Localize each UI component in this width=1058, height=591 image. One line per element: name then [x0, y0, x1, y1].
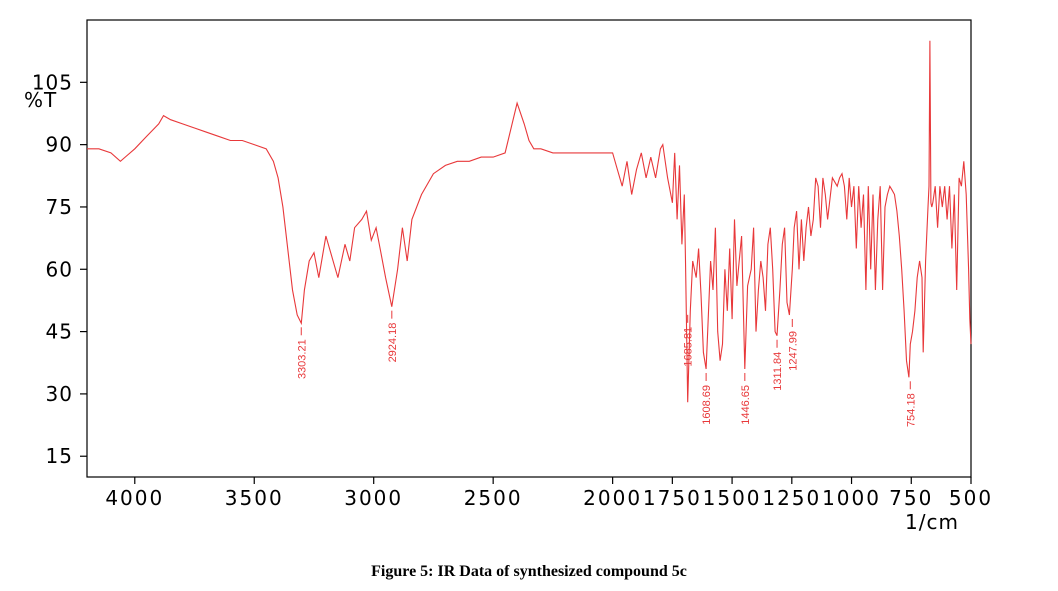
y-tick-label: 75 [46, 195, 73, 219]
peak-label: 1311.84 [772, 352, 784, 391]
x-tick-label: 3500 [225, 486, 284, 510]
peak-label: 1608.69 [701, 385, 713, 425]
x-tick-label: 1250 [762, 486, 821, 510]
x-axis-label: 1/cm [905, 510, 959, 534]
x-tick-label: 1000 [822, 486, 881, 510]
y-tick-label: 15 [46, 444, 73, 468]
peak-label: 1446.65 [740, 385, 752, 425]
y-tick-label: 105 [32, 70, 73, 94]
y-axis-label: %T [24, 88, 57, 112]
x-tick-label: 4000 [105, 486, 164, 510]
peak-label: 2924.18 [387, 323, 399, 363]
x-tick-label: 2500 [464, 486, 523, 510]
peak-labels: 3303.21 2924.18 1685.81 1608.69 1446.65 1311.… [296, 310, 917, 427]
peak-label: 1247.99 [787, 331, 799, 371]
y-axis: 15 30 45 60 75 90 105 [32, 70, 87, 468]
x-tick-label: 750 [889, 486, 933, 510]
x-tick-label: 3000 [344, 486, 403, 510]
x-axis: 4000 3500 3000 2500 2000 1750 1500 1250 1000 750 5… [105, 477, 993, 510]
peak-label: 754.18 [905, 393, 917, 427]
x-tick-label: 500 [949, 486, 993, 510]
plot-frame [86, 19, 972, 478]
ir-spectrum-chart: 15 30 45 60 75 90 105 4000 3500 3000 2500 2000 1750… [24, 19, 993, 534]
y-tick-label: 90 [46, 133, 73, 157]
y-tick-label: 60 [46, 257, 73, 281]
x-tick-label: 1500 [703, 486, 762, 510]
spectrum-line [87, 40, 972, 403]
figure-caption: Figure 5: IR Data of synthesized compoun… [371, 563, 687, 580]
y-tick-label: 45 [46, 320, 73, 344]
peak-label: 1685.81 [683, 327, 695, 367]
y-tick-label: 30 [46, 382, 73, 406]
x-tick-label: 1750 [643, 486, 702, 510]
peak-label: 3303.21 [296, 339, 308, 379]
x-tick-label: 2000 [583, 486, 642, 510]
